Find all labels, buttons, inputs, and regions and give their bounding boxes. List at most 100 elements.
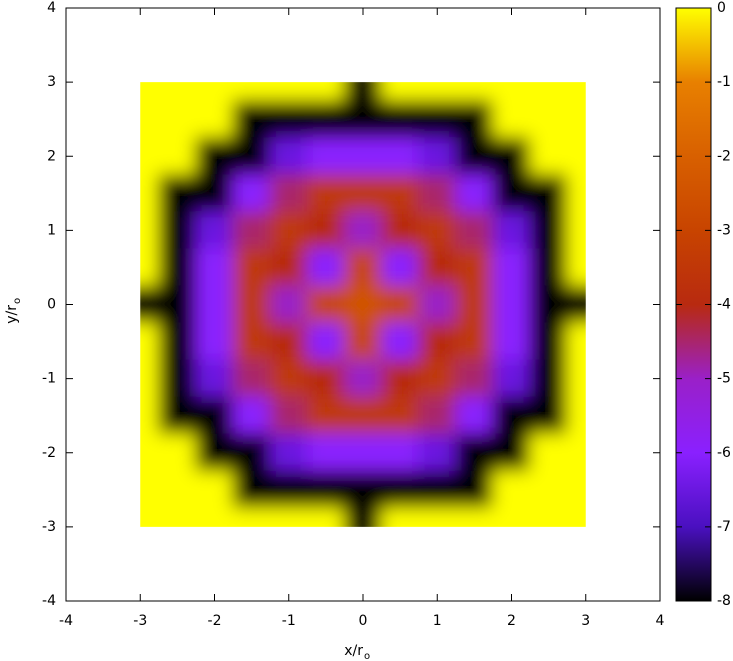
heatmap-cell — [158, 174, 197, 213]
y-axis-label: y/r — [4, 305, 20, 324]
heatmap-cell — [529, 285, 568, 324]
heatmap-cell — [418, 396, 457, 435]
heatmap-cell — [418, 507, 457, 527]
heatmap-cell — [158, 82, 197, 102]
heatmap-cell — [566, 211, 586, 250]
heatmap-cell — [306, 433, 345, 472]
heatmap-cell — [492, 137, 531, 176]
heatmap-cell — [195, 174, 234, 213]
x-axis-label: x/r — [344, 643, 363, 659]
heatmap-cell — [140, 322, 160, 361]
heatmap-cell — [566, 248, 586, 287]
y-tick-label: 1 — [47, 222, 56, 238]
heatmap-cell — [492, 470, 531, 509]
heatmap-cell — [195, 82, 234, 102]
heatmap-cell — [343, 470, 383, 509]
heatmap-cell — [269, 100, 308, 139]
heatmap-cell — [158, 396, 197, 435]
heatmap-cell — [418, 82, 457, 102]
colorbar-tick-label: -7 — [717, 519, 731, 535]
heatmap-cell — [492, 322, 531, 361]
heatmap-cell — [269, 322, 308, 361]
heatmap-cell — [140, 174, 160, 213]
heatmap-cell — [158, 359, 197, 398]
heatmap-cell — [158, 322, 197, 361]
heatmap-cell — [381, 507, 420, 527]
heatmap-cell — [195, 248, 234, 287]
heatmap-cell — [343, 137, 383, 176]
y-tick-label: 3 — [47, 74, 56, 90]
heatmap-cell — [158, 507, 197, 527]
heatmap-cell — [269, 285, 308, 324]
heatmap-cell — [269, 248, 308, 287]
heatmap-cell — [232, 433, 271, 472]
heatmap-cell — [343, 359, 383, 398]
heatmap-cell — [566, 322, 586, 361]
heatmap-cell — [455, 322, 494, 361]
colorbar-tick-label: -3 — [717, 222, 731, 238]
heatmap-cell — [158, 137, 197, 176]
x-tick-label: -3 — [133, 613, 147, 629]
colorbar-tick-label: 0 — [717, 0, 726, 16]
y-tick-label: 0 — [47, 297, 56, 313]
heatmap-cell — [343, 174, 383, 213]
heatmap-cell — [381, 82, 420, 102]
heatmap-cell — [529, 322, 568, 361]
y-axis-label-group: y/r o — [4, 298, 23, 324]
heatmap-cell — [455, 396, 494, 435]
x-tick-label: 1 — [433, 613, 442, 629]
heatmap-cell — [492, 82, 531, 102]
y-tick-label: -1 — [42, 371, 56, 387]
heatmap-cell — [269, 433, 308, 472]
heatmap-cell — [418, 359, 457, 398]
heatmap-cell — [306, 174, 345, 213]
y-tick-label: -4 — [42, 593, 56, 609]
heatmap-cell — [140, 137, 160, 176]
heatmap-cell — [566, 285, 586, 324]
heatmap-cell — [381, 285, 420, 324]
heatmap-cell — [232, 248, 271, 287]
heatmap-cell — [232, 82, 271, 102]
heatmap-cell — [381, 248, 420, 287]
x-tick-label: 4 — [656, 613, 665, 629]
heatmap-cell — [140, 507, 160, 527]
x-tick-label: 0 — [359, 613, 368, 629]
heatmap-cell — [306, 100, 345, 139]
heatmap-cell — [529, 359, 568, 398]
heatmap-cell — [195, 470, 234, 509]
heatmap-cell — [140, 82, 160, 102]
heatmap-cell — [566, 433, 586, 472]
heatmap-cell — [455, 100, 494, 139]
heatmap-cell — [306, 396, 345, 435]
heatmap-cell — [195, 322, 234, 361]
heatmap-cell — [492, 285, 531, 324]
heatmap-cell — [232, 174, 271, 213]
heatmap-cell — [140, 211, 160, 250]
heatmap-cell — [492, 507, 531, 527]
heatmap-cell — [306, 137, 345, 176]
heatmap-cell — [381, 396, 420, 435]
colorbar-tick-label: -1 — [717, 74, 731, 90]
heatmap-cell — [158, 100, 197, 139]
heatmap-cell — [455, 137, 494, 176]
heatmap-cell — [492, 396, 531, 435]
heatmap-cell — [269, 211, 308, 250]
x-tick-label: 3 — [581, 613, 590, 629]
heatmap-cell — [232, 507, 271, 527]
heatmap-cell — [566, 470, 586, 509]
heatmap-cell — [343, 100, 383, 139]
heatmap-cell — [381, 359, 420, 398]
x-tick-label: 2 — [507, 613, 516, 629]
heatmap-cell — [343, 285, 383, 324]
heatmap-cell — [381, 433, 420, 472]
heatmap-cell — [455, 82, 494, 102]
heatmap-cell — [418, 211, 457, 250]
heatmap-cell — [529, 174, 568, 213]
heatmap-cell — [195, 359, 234, 398]
heatmap — [140, 82, 586, 527]
heatmap-cell — [343, 248, 383, 287]
heatmap-cell — [418, 248, 457, 287]
heatmap-cell — [269, 359, 308, 398]
heatmap-cell — [566, 174, 586, 213]
